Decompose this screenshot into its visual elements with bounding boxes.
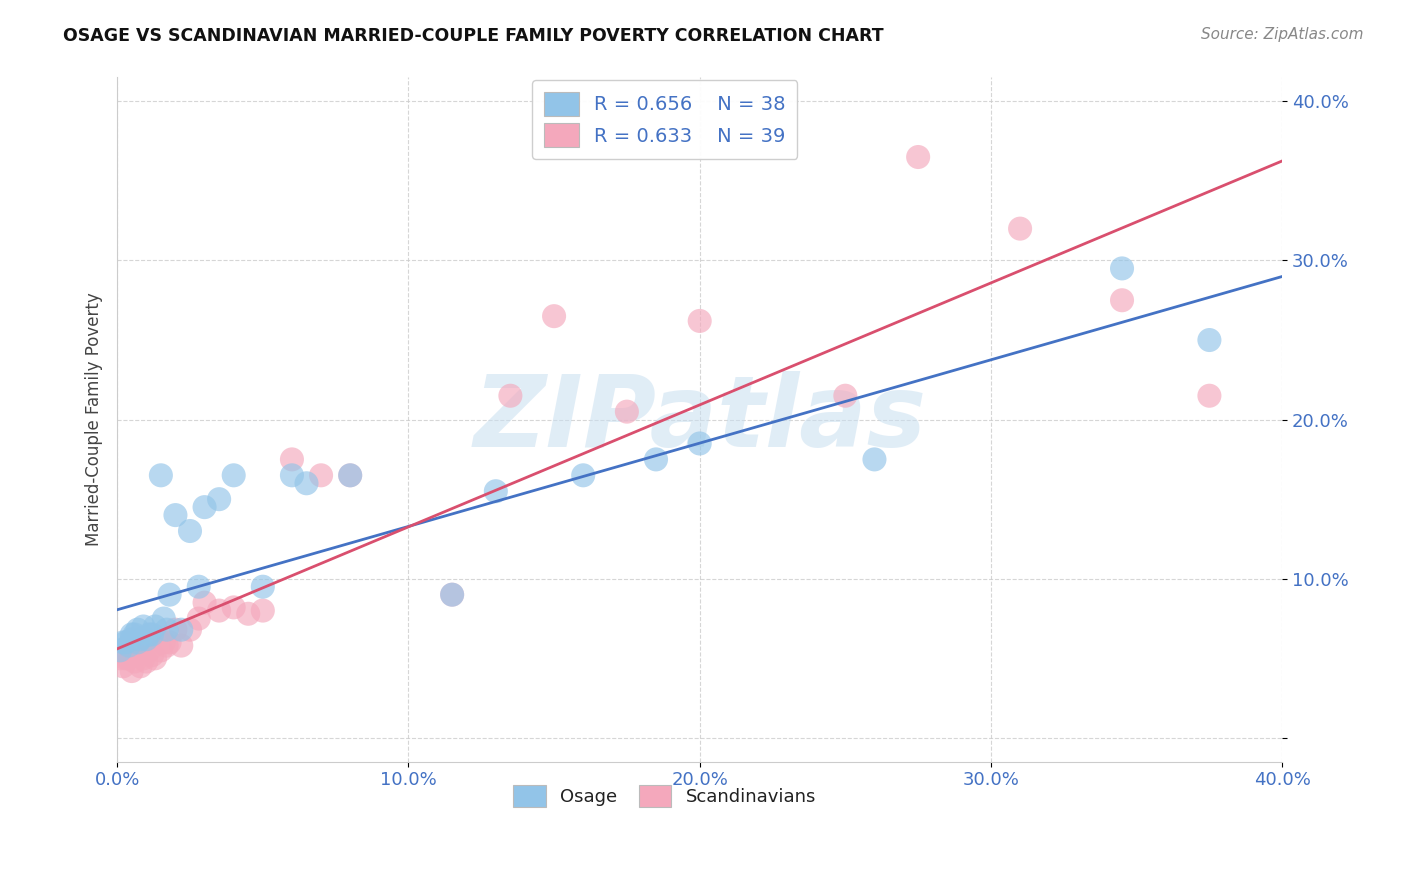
Text: OSAGE VS SCANDINAVIAN MARRIED-COUPLE FAMILY POVERTY CORRELATION CHART: OSAGE VS SCANDINAVIAN MARRIED-COUPLE FAM… [63, 27, 884, 45]
Point [187, 611, 209, 625]
Point [863, 452, 886, 467]
Point [238, 607, 260, 621]
Point [156, 639, 179, 653]
Point [339, 468, 361, 483]
Point [124, 655, 146, 669]
Point [156, 623, 179, 637]
Point [208, 604, 231, 618]
Point [135, 632, 157, 647]
Point [281, 468, 304, 483]
Point [132, 651, 155, 665]
Point [127, 648, 149, 662]
Point [441, 588, 464, 602]
Point [208, 492, 231, 507]
Point [138, 627, 160, 641]
Point [281, 452, 304, 467]
Point [159, 588, 181, 602]
Point [834, 389, 856, 403]
Point [252, 580, 274, 594]
Point [179, 623, 201, 637]
Point [170, 623, 193, 637]
Point [1198, 389, 1220, 403]
Point [118, 651, 141, 665]
Point [121, 664, 143, 678]
Point [179, 524, 201, 538]
Point [118, 639, 141, 653]
Point [121, 627, 143, 641]
Point [127, 623, 149, 637]
Point [132, 619, 155, 633]
Point [165, 508, 187, 522]
Point [645, 452, 668, 467]
Point [1198, 333, 1220, 347]
Point [309, 468, 332, 483]
Point [441, 588, 464, 602]
Point [165, 623, 187, 637]
Point [149, 468, 172, 483]
Point [129, 632, 152, 647]
Point [339, 468, 361, 483]
Point [689, 314, 711, 328]
Point [135, 655, 157, 669]
Point [572, 468, 595, 483]
Point [193, 500, 215, 515]
Point [222, 468, 245, 483]
Point [252, 604, 274, 618]
Point [193, 596, 215, 610]
Point [141, 627, 163, 641]
Point [1010, 221, 1032, 235]
Point [543, 309, 565, 323]
Point [295, 476, 318, 491]
Y-axis label: Married-Couple Family Poverty: Married-Couple Family Poverty [86, 293, 103, 547]
Point [121, 632, 143, 647]
Point [170, 639, 193, 653]
Point [616, 404, 638, 418]
Point [127, 635, 149, 649]
Point [138, 643, 160, 657]
Legend: Osage, Scandinavians: Osage, Scandinavians [506, 778, 824, 814]
Point [1111, 293, 1133, 308]
Point [222, 600, 245, 615]
Point [187, 580, 209, 594]
Point [689, 436, 711, 450]
Point [159, 635, 181, 649]
Point [115, 651, 138, 665]
Point [115, 635, 138, 649]
Point [108, 651, 131, 665]
Point [152, 611, 174, 625]
Point [141, 648, 163, 662]
Point [152, 635, 174, 649]
Text: Source: ZipAtlas.com: Source: ZipAtlas.com [1201, 27, 1364, 42]
Point [499, 389, 522, 403]
Point [143, 619, 166, 633]
Point [485, 484, 508, 499]
Point [111, 659, 134, 673]
Point [1111, 261, 1133, 276]
Text: ZIPatlas: ZIPatlas [474, 371, 927, 468]
Point [111, 635, 134, 649]
Point [129, 659, 152, 673]
Point [907, 150, 929, 164]
Point [108, 643, 131, 657]
Point [149, 643, 172, 657]
Point [143, 651, 166, 665]
Point [124, 627, 146, 641]
